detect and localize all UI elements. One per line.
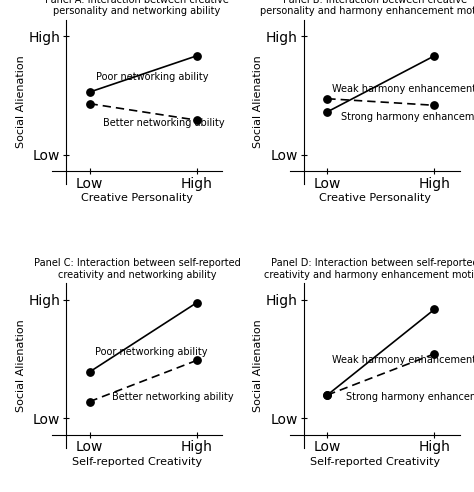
Point bbox=[193, 116, 201, 124]
Text: Poor networking ability: Poor networking ability bbox=[96, 72, 209, 82]
Point bbox=[193, 299, 201, 307]
Title: Panel C: Interaction between self-reported
creativity and networking ability: Panel C: Interaction between self-report… bbox=[34, 258, 240, 279]
Point bbox=[86, 368, 93, 376]
Point bbox=[430, 101, 438, 109]
Point bbox=[430, 350, 438, 358]
X-axis label: Creative Personality: Creative Personality bbox=[81, 193, 193, 204]
Text: Poor networking ability: Poor networking ability bbox=[95, 347, 207, 357]
Point bbox=[86, 398, 93, 405]
Point bbox=[430, 52, 438, 60]
Text: Strong harmony enhancement: Strong harmony enhancement bbox=[341, 112, 474, 122]
Title: Panel B: Interaction between creative
personality and harmony enhancement motive: Panel B: Interaction between creative pe… bbox=[260, 0, 474, 16]
Y-axis label: Social Alienation: Social Alienation bbox=[16, 319, 26, 412]
Point bbox=[323, 108, 331, 116]
Point bbox=[430, 306, 438, 313]
Point bbox=[193, 357, 201, 365]
Point bbox=[193, 52, 201, 60]
Y-axis label: Social Alienation: Social Alienation bbox=[16, 56, 26, 149]
Text: Weak harmony enhancement: Weak harmony enhancement bbox=[332, 84, 474, 94]
Y-axis label: Social Alienation: Social Alienation bbox=[253, 319, 264, 412]
Text: Better networking ability: Better networking ability bbox=[111, 392, 233, 401]
Title: Panel D: Interaction between self-reported
creativity and harmony enhancement mo: Panel D: Interaction between self-report… bbox=[264, 258, 474, 279]
Point bbox=[323, 391, 331, 399]
Point bbox=[86, 100, 93, 108]
Text: Weak harmony enhancement: Weak harmony enhancement bbox=[332, 355, 474, 366]
Title: Panel A: Interaction between creative
personality and networking ability: Panel A: Interaction between creative pe… bbox=[45, 0, 229, 16]
X-axis label: Creative Personality: Creative Personality bbox=[319, 193, 431, 204]
X-axis label: Self-reported Creativity: Self-reported Creativity bbox=[310, 457, 440, 467]
Y-axis label: Social Alienation: Social Alienation bbox=[253, 56, 264, 149]
Point bbox=[86, 88, 93, 96]
Text: Strong harmony enhancement: Strong harmony enhancement bbox=[346, 392, 474, 401]
Point bbox=[323, 391, 331, 399]
Text: Better networking ability: Better networking ability bbox=[103, 119, 225, 128]
Point bbox=[323, 95, 331, 103]
X-axis label: Self-reported Creativity: Self-reported Creativity bbox=[72, 457, 202, 467]
